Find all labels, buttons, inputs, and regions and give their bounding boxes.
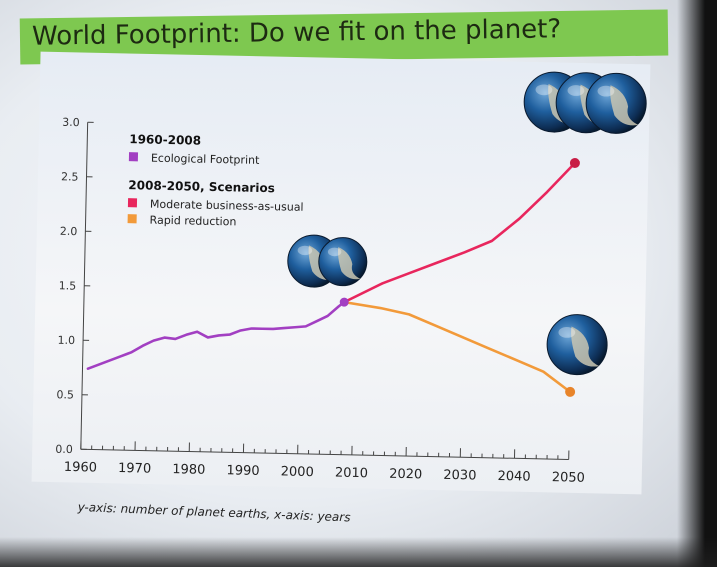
legend-swatch-rapid-reduction <box>127 214 137 224</box>
legend-swatch-ecological-footprint <box>128 152 139 162</box>
x-tick-label: 1990 <box>226 463 259 479</box>
series-line-business-as-usual <box>342 161 577 304</box>
y-tick-label: 1.5 <box>59 279 77 292</box>
x-axis-line <box>80 448 569 460</box>
legend-label-rapid-reduction: Rapid reduction <box>149 214 236 229</box>
y-tick-label: 1.0 <box>57 334 75 347</box>
business-as-usual-end-point <box>569 158 580 169</box>
legend-heading-1960-2008: 1960-2008 <box>129 132 201 148</box>
x-tick-label: 2050 <box>552 470 585 486</box>
series-line-ecological-footprint <box>86 300 346 370</box>
legend-heading-scenarios: 2008-2050, Scenarios <box>128 178 275 195</box>
y-tick-label: 3.0 <box>62 116 80 129</box>
y-tick-label: 0.0 <box>55 443 73 456</box>
room-shadow-right <box>677 0 717 567</box>
earth-globe-icon <box>318 237 368 287</box>
x-tick-label: 1960 <box>64 460 97 476</box>
y-tick-label: 2.5 <box>61 170 79 183</box>
x-tick-label: 2020 <box>389 467 422 483</box>
x-tick-label: 1970 <box>118 461 151 477</box>
x-tick-label: 2040 <box>497 469 530 485</box>
legend-label-business-as-usual: Moderate business-as-usual <box>150 198 304 214</box>
y-tick-label: 0.5 <box>56 388 74 401</box>
x-tick-label: 2010 <box>335 466 368 482</box>
series-line-rapid-reduction <box>342 300 572 394</box>
room-shadow-bottom <box>0 537 717 567</box>
y-tick-label: 2.0 <box>60 225 78 238</box>
legend-swatch-business-as-usual <box>127 198 138 208</box>
x-tick-label: 2000 <box>281 464 314 480</box>
x-tick-label: 1980 <box>172 462 205 478</box>
rapid-reduction-end-point <box>565 386 576 397</box>
x-tick-label: 2030 <box>443 468 476 484</box>
footprint-2008-point <box>339 297 349 307</box>
earth-globe-icon <box>546 314 608 376</box>
legend-label-ecological-footprint: Ecological Footprint <box>151 152 260 167</box>
earth-globe-icon <box>585 72 647 134</box>
